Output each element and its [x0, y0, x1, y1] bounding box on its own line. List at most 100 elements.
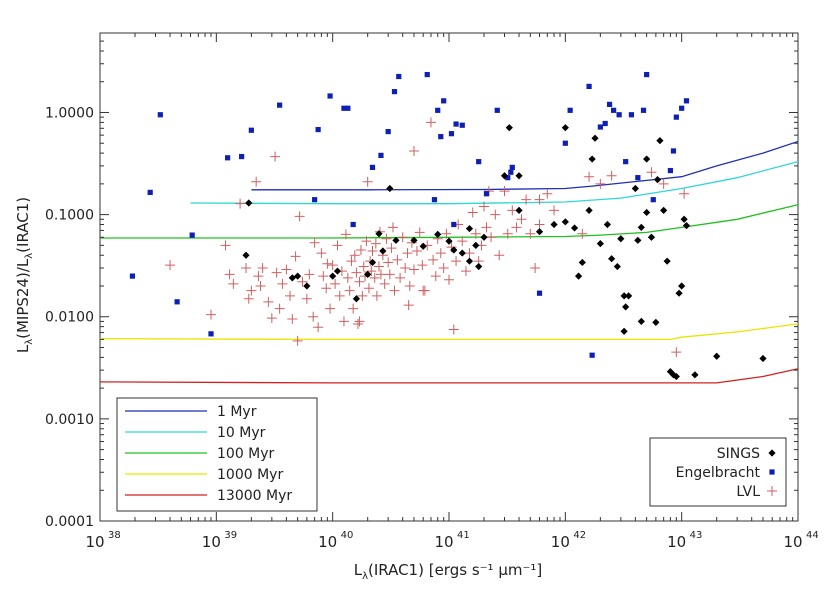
x-axis-label: Lλ(IRAC1) [ergs s⁻¹ μm⁻¹]: [354, 561, 543, 582]
sings-point: [379, 247, 387, 255]
sample-legend-marker-diamond: [768, 449, 776, 457]
lvl-point: [395, 272, 406, 283]
lvl-point: [349, 250, 360, 261]
sings-point: [480, 233, 488, 241]
lvl-point: [511, 222, 522, 233]
sings-point: [759, 354, 767, 363]
lvl-point: [490, 209, 501, 220]
lvl-point: [313, 322, 324, 333]
lvl-point: [389, 285, 400, 296]
lvl-point: [322, 258, 333, 269]
lvl-point: [370, 238, 381, 249]
y-tick-label: 0.0010: [45, 412, 94, 428]
x-tick-exponent: 40: [341, 530, 354, 541]
lvl-point: [379, 278, 390, 289]
engelbracht-point: [391, 89, 398, 95]
engelbracht-point: [611, 107, 617, 113]
lvl-point: [255, 280, 266, 291]
x-tick-exponent: 41: [457, 530, 470, 541]
lvl-point: [287, 314, 298, 325]
sings-point: [475, 262, 483, 271]
x-tick-label: 10: [202, 533, 221, 551]
series-lvl: [165, 117, 690, 358]
lvl-point: [251, 176, 262, 187]
model-line-1000-myr: [100, 323, 798, 341]
sings-point: [364, 270, 372, 278]
sings-point: [245, 199, 253, 207]
lvl-point: [403, 300, 414, 311]
lvl-point: [369, 272, 380, 283]
engelbracht-point: [667, 167, 673, 174]
model-line-100-myr: [100, 204, 798, 239]
y-tick-label: 0.0100: [45, 310, 94, 326]
lvl-point: [408, 264, 419, 275]
sings-point: [294, 272, 302, 280]
sings-point: [643, 155, 651, 163]
lvl-point: [334, 290, 345, 301]
engelbracht-point: [644, 71, 650, 78]
sings-point: [515, 172, 523, 180]
lvl-point: [502, 228, 513, 239]
lvl-point: [304, 269, 315, 280]
lvl-point: [263, 296, 274, 307]
lvl-point: [404, 280, 415, 291]
sings-point: [386, 184, 394, 193]
lvl-point: [414, 227, 425, 238]
lvl-point: [309, 237, 320, 248]
engelbracht-point: [345, 105, 351, 111]
lvl-point: [464, 248, 475, 259]
sings-point: [643, 208, 651, 217]
sings-point: [613, 262, 621, 271]
lvl-point: [290, 251, 301, 262]
sings-point: [329, 272, 337, 280]
sings-point: [574, 272, 583, 280]
sings-point: [505, 124, 513, 132]
series-engelbracht: [129, 71, 690, 358]
engelbracht-point: [602, 120, 608, 127]
lvl-point: [325, 303, 336, 314]
sample-legend-marker-square: [769, 469, 775, 475]
lvl-point: [241, 263, 252, 274]
x-tick-label: 10: [667, 533, 686, 551]
lvl-point: [530, 263, 541, 274]
lvl-point: [595, 178, 606, 189]
lvl-point: [534, 194, 545, 205]
engelbracht-point: [567, 107, 573, 113]
engelbracht-point: [453, 121, 459, 127]
sings-point: [578, 258, 586, 267]
engelbracht-point: [424, 71, 430, 78]
sings-point: [500, 172, 509, 180]
lvl-point: [408, 145, 419, 156]
x-tick-exponent: 38: [108, 530, 121, 541]
sings-point: [634, 236, 642, 244]
lvl-point: [444, 274, 454, 285]
lvl-point: [658, 178, 669, 189]
engelbracht-point: [597, 124, 603, 130]
lvl-point: [479, 201, 490, 212]
lvl-point: [521, 194, 532, 205]
lvl-point: [358, 261, 369, 272]
engelbracht-point: [129, 273, 136, 279]
engelbracht-point: [606, 101, 613, 107]
lvl-point: [402, 248, 413, 259]
sings-point: [570, 224, 579, 232]
axis-ticks: [99, 32, 799, 522]
engelbracht-point: [505, 175, 511, 181]
sings-point: [713, 352, 721, 360]
lvl-point: [224, 269, 235, 280]
engelbracht-point: [623, 159, 629, 165]
sings-point: [535, 228, 544, 236]
sings-point: [680, 215, 688, 223]
sings-point: [392, 236, 400, 244]
lvl-point: [425, 117, 436, 128]
sings-point: [515, 206, 523, 214]
sings-point: [450, 246, 458, 254]
lvl-point: [384, 269, 395, 280]
lvl-point: [297, 276, 308, 287]
model-legend-label: 1000 Myr: [217, 467, 283, 483]
lvl-point: [549, 205, 560, 216]
sings-point: [242, 251, 250, 259]
lvl-point: [354, 316, 365, 327]
engelbracht-point: [385, 128, 391, 135]
